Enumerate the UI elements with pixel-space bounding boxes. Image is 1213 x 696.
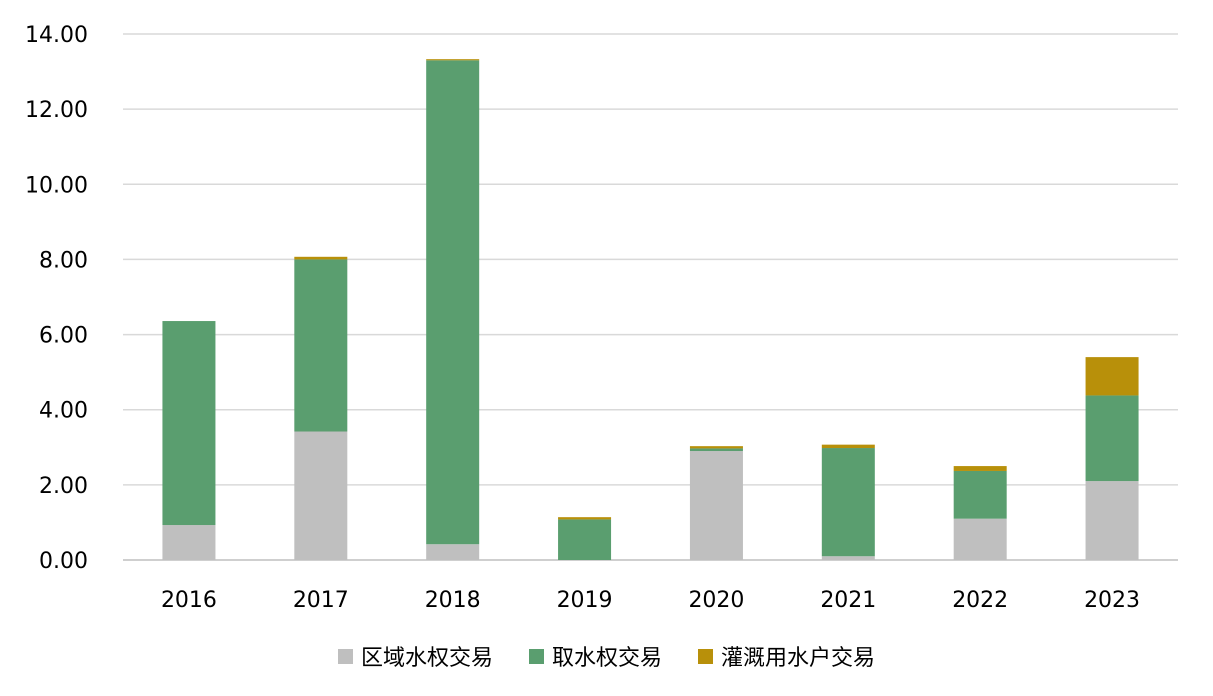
bar-segment-2021-series-1 — [821, 448, 875, 557]
bar-segment-2018-series-1 — [426, 60, 480, 545]
x-tick-label: 2022 — [952, 588, 1008, 613]
bar-segment-2022-series-0 — [953, 518, 1007, 560]
x-tick-label: 2020 — [688, 588, 744, 613]
bar-segment-2022-series-2 — [953, 466, 1007, 471]
legend-swatch-irrigation — [698, 648, 713, 664]
bar-segment-2017-series-2 — [294, 256, 348, 260]
y-tick-label: 6.00 — [39, 324, 88, 349]
x-tick-label: 2023 — [1084, 588, 1140, 613]
legend-label-regional: 区域水权交易 — [360, 646, 493, 671]
bar-segment-2017-series-1 — [294, 259, 348, 432]
bar-segment-2019-series-2 — [558, 517, 612, 520]
bar-segment-2016-series-0 — [162, 525, 216, 560]
legend: 区域水权交易 取水权交易 灌溉用水户交易 — [0, 640, 1213, 672]
x-tick-label: 2016 — [161, 588, 217, 613]
axes: 0.00 2.00 4.00 6.00 8.00 10.00 12.00 14.00 2016 2… — [25, 23, 1140, 613]
bar-segment-2019-series-1 — [558, 519, 612, 560]
y-tick-label: 12.00 — [25, 98, 88, 123]
bar-segment-2023-series-2 — [1085, 357, 1139, 396]
y-tick-label: 14.00 — [25, 23, 88, 48]
x-tick-label: 2021 — [820, 588, 876, 613]
y-tick-label: 8.00 — [39, 248, 88, 273]
gridlines — [123, 33, 1178, 561]
bar-segment-2021-series-0 — [821, 556, 875, 560]
bar-segment-2021-series-2 — [821, 444, 875, 449]
x-tick-label: 2017 — [293, 588, 349, 613]
legend-label-irrigation: 灌溉用水户交易 — [721, 646, 876, 671]
legend-item-irrigation: 灌溉用水户交易 — [698, 640, 875, 672]
bar-segment-2020-series-0 — [689, 451, 743, 560]
bar-segment-2018-series-2 — [426, 59, 480, 61]
bar-segment-2022-series-1 — [953, 470, 1007, 519]
bar-segment-2020-series-1 — [689, 448, 743, 452]
bars — [162, 59, 1139, 560]
x-tick-label: 2018 — [425, 588, 481, 613]
legend-swatch-withdrawal — [528, 648, 544, 664]
y-tick-label: 0.00 — [39, 549, 88, 574]
legend-label-withdrawal: 取水权交易 — [551, 646, 662, 671]
x-tick-label: 2019 — [557, 588, 613, 613]
bar-segment-2020-series-2 — [689, 446, 743, 449]
bar-segment-2023-series-0 — [1085, 481, 1139, 560]
bar-segment-2016-series-1 — [162, 321, 216, 526]
legend-item-withdrawal: 取水权交易 — [528, 640, 662, 672]
bar-segment-2018-series-0 — [426, 544, 480, 560]
y-tick-label: 4.00 — [39, 399, 88, 424]
y-tick-label: 2.00 — [39, 474, 88, 499]
y-tick-label: 10.00 — [25, 173, 88, 198]
bar-segment-2017-series-0 — [294, 431, 348, 560]
bar-segment-2023-series-1 — [1085, 395, 1139, 482]
legend-swatch-regional — [337, 648, 353, 664]
legend-item-regional: 区域水权交易 — [337, 640, 493, 672]
